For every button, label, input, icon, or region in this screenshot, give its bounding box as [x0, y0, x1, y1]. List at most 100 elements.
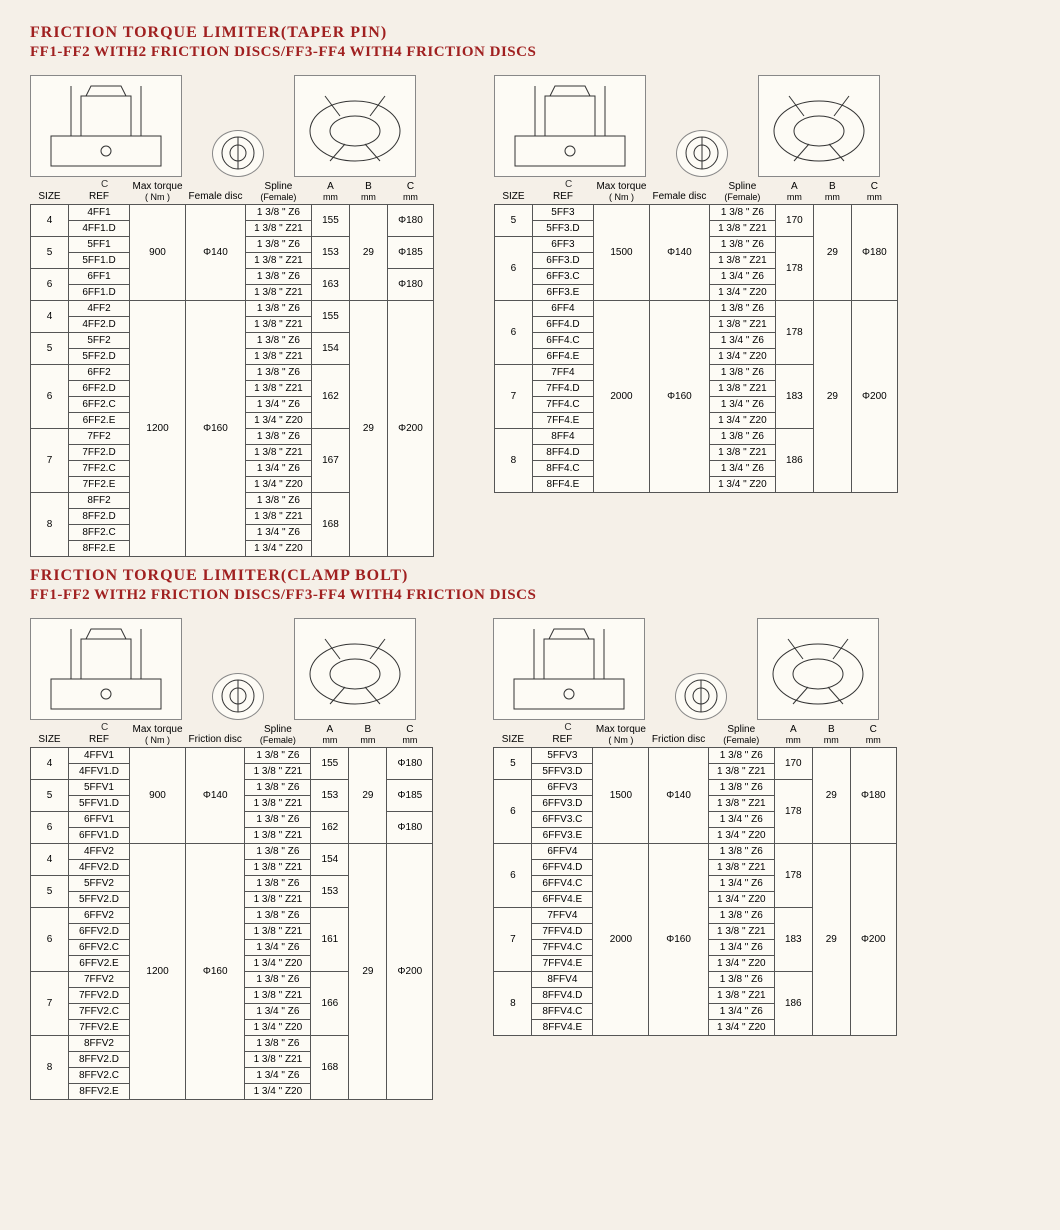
ref-cell: 7FFV4.E	[532, 956, 593, 972]
spline-cell: 1 3/8 " Z21	[245, 445, 311, 461]
isometric-diagram	[758, 75, 880, 177]
disc-cell: Φ160	[186, 301, 246, 557]
ref-cell: 5FF3	[532, 205, 593, 221]
column-header: Friction disc	[186, 722, 245, 748]
ref-cell: 6FF4.C	[532, 333, 593, 349]
column-header: Spline(Female)	[245, 722, 311, 748]
disc-cell: Φ140	[649, 205, 709, 301]
table-row: 44FF1900Φ1401 3/8 " Z615529Φ180	[31, 205, 434, 221]
collar-diagram	[676, 130, 728, 177]
column-header: Amm	[775, 179, 813, 205]
table-row: 55FFV31500Φ1401 3/8 " Z617029Φ180	[494, 748, 896, 764]
ref-cell: 5FFV3	[532, 748, 593, 764]
size-cell: 6	[494, 844, 532, 908]
ref-cell: 6FF4.E	[532, 349, 593, 365]
ref-cell: 7FFV2.D	[69, 988, 130, 1004]
ref-cell: 6FF3	[532, 237, 593, 253]
c-cell: Φ185	[387, 237, 433, 269]
column-header: Amm	[774, 722, 812, 748]
column-header: Amm	[311, 179, 349, 205]
size-cell: 5	[31, 237, 69, 269]
c-cell: Φ180	[850, 748, 896, 844]
ref-cell: 7FF2.D	[69, 445, 130, 461]
size-cell: 6	[494, 301, 532, 365]
b-cell: 29	[349, 844, 387, 1100]
isometric-diagram	[757, 618, 879, 720]
isometric-diagram	[294, 75, 416, 177]
column-header: REF	[532, 179, 593, 205]
c-cell: Φ180	[387, 812, 433, 844]
diagram-main	[31, 76, 181, 176]
a-cell: 153	[311, 876, 349, 908]
b-cell: 29	[813, 205, 851, 301]
c-cell: Φ180	[387, 748, 433, 780]
a-cell: 178	[775, 237, 813, 301]
a-cell: 178	[774, 780, 812, 844]
a-cell: 186	[774, 972, 812, 1036]
a-cell: 163	[311, 269, 349, 301]
table-row: 66FF42000Φ1601 3/8 " Z617829Φ200	[494, 301, 897, 317]
diagram-small	[676, 674, 726, 719]
c-cell: Φ185	[387, 780, 433, 812]
torque-cell: 1200	[130, 844, 186, 1100]
spline-cell: 1 3/8 " Z21	[245, 221, 311, 237]
spline-cell: 1 3/8 " Z21	[708, 924, 774, 940]
spline-cell: 1 3/4 " Z6	[709, 269, 775, 285]
diagram-small	[213, 131, 263, 176]
column-header: Female disc	[186, 179, 246, 205]
panel-row: CSIZEREFMax torque( Nm )Friction discSpl…	[30, 610, 1030, 1100]
size-cell: 8	[494, 429, 532, 493]
spline-cell: 1 3/4 " Z6	[709, 333, 775, 349]
a-cell: 170	[775, 205, 813, 237]
spline-cell: 1 3/8 " Z6	[245, 1036, 311, 1052]
spline-cell: 1 3/4 " Z20	[709, 413, 775, 429]
size-cell: 6	[494, 237, 532, 301]
spline-cell: 1 3/8 " Z6	[245, 844, 311, 860]
column-header: Cmm	[850, 722, 896, 748]
ref-cell: 6FFV3.C	[532, 812, 593, 828]
spline-cell: 1 3/4 " Z20	[245, 956, 311, 972]
torque-cell: 2000	[593, 301, 649, 493]
a-cell: 170	[774, 748, 812, 780]
spline-cell: 1 3/8 " Z21	[245, 924, 311, 940]
a-cell: 153	[311, 237, 349, 269]
diagram-iso	[758, 619, 878, 719]
ref-cell: 4FF2	[69, 301, 130, 317]
section-title: FRICTION TORQUE LIMITER(CLAMP BOLT)	[30, 567, 1030, 585]
spline-cell: 1 3/4 " Z20	[709, 349, 775, 365]
spline-cell: 1 3/8 " Z6	[245, 205, 311, 221]
column-header: Bmm	[349, 179, 387, 205]
spline-cell: 1 3/8 " Z6	[708, 972, 774, 988]
column-header: Max torque( Nm )	[130, 722, 186, 748]
a-cell: 162	[311, 812, 349, 844]
column-header: Max torque( Nm )	[130, 179, 186, 205]
ref-cell: 6FFV2.C	[69, 940, 130, 956]
spline-cell: 1 3/8 " Z6	[245, 301, 311, 317]
spline-cell: 1 3/4 " Z20	[245, 477, 311, 493]
spline-cell: 1 3/8 " Z21	[245, 381, 311, 397]
size-cell: 5	[494, 205, 532, 237]
size-cell: 6	[31, 908, 69, 972]
column-header: SIZE	[31, 722, 69, 748]
diagram-row: C	[493, 610, 896, 720]
panel-right: CSIZEREFMax torque( Nm )Female discSplin…	[494, 67, 898, 557]
ref-cell: 5FFV3.D	[532, 764, 593, 780]
ref-cell: 4FF2.D	[69, 317, 130, 333]
size-cell: 4	[31, 748, 69, 780]
table-row: 55FF31500Φ1401 3/8 " Z617029Φ180	[494, 205, 897, 221]
column-header: Spline(Female)	[708, 722, 774, 748]
spline-cell: 1 3/4 " Z20	[245, 1020, 311, 1036]
panel-left: CSIZEREFMax torque( Nm )Friction discSpl…	[30, 610, 433, 1100]
a-cell: 183	[774, 908, 812, 972]
ref-cell: 6FFV4	[532, 844, 593, 860]
size-cell: 6	[31, 365, 69, 429]
a-cell: 155	[311, 205, 349, 237]
spline-cell: 1 3/8 " Z21	[245, 892, 311, 908]
collar-diagram	[212, 130, 264, 177]
ref-cell: 7FFV4	[532, 908, 593, 924]
table-row: 44FFV21200Φ1601 3/8 " Z615429Φ200	[31, 844, 433, 860]
spec-table: SIZEREFMax torque( Nm )Friction discSpli…	[493, 722, 896, 1036]
spline-cell: 1 3/8 " Z21	[245, 860, 311, 876]
column-header: Female disc	[649, 179, 709, 205]
ref-cell: 7FF2	[69, 429, 130, 445]
